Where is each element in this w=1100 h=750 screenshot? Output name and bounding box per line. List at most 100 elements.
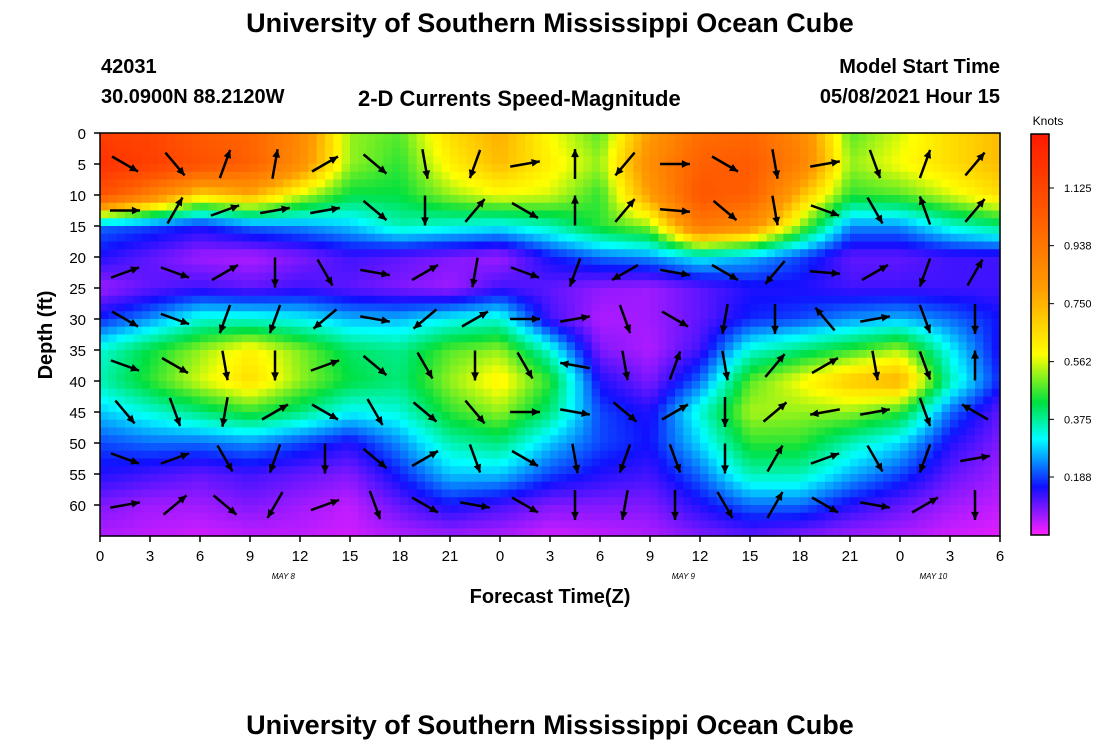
heatmap-cell — [983, 482, 992, 490]
heatmap-cell — [258, 203, 267, 211]
heatmap-cell — [658, 226, 667, 234]
heatmap-cell — [467, 428, 476, 436]
heatmap-cell — [825, 141, 834, 149]
heatmap-cell — [433, 389, 442, 397]
heatmap-cell — [425, 180, 434, 188]
heatmap-cell — [425, 234, 434, 242]
heatmap-cell — [542, 141, 551, 149]
heatmap-cell — [742, 265, 751, 273]
heatmap-cell — [550, 358, 559, 366]
heatmap-cell — [592, 342, 601, 350]
heatmap-cell — [942, 203, 951, 211]
heatmap-cell — [508, 342, 517, 350]
heatmap-cell — [533, 149, 542, 157]
heatmap-cell — [708, 311, 717, 319]
heatmap-cell — [758, 350, 767, 358]
heatmap-cell — [875, 288, 884, 296]
heatmap-cell — [883, 172, 892, 180]
heatmap-cell — [475, 319, 484, 327]
heatmap-cell — [158, 257, 167, 265]
heatmap-cell — [767, 242, 776, 250]
heatmap-cell — [642, 466, 651, 474]
heatmap-cell — [208, 482, 217, 490]
heatmap-cell — [883, 327, 892, 335]
heatmap-cell — [383, 428, 392, 436]
heatmap-cell — [100, 319, 109, 327]
heatmap-cell — [483, 319, 492, 327]
heatmap-cell — [892, 257, 901, 265]
heatmap-cell — [408, 342, 417, 350]
heatmap-cell — [858, 381, 867, 389]
heatmap-cell — [275, 172, 284, 180]
heatmap-cell — [500, 311, 509, 319]
heatmap-cell — [667, 342, 676, 350]
heatmap-cell — [750, 404, 759, 412]
heatmap-cell — [250, 350, 259, 358]
heatmap-cell — [633, 304, 642, 312]
heatmap-cell — [667, 296, 676, 304]
heatmap-cell — [450, 373, 459, 381]
heatmap-cell — [800, 397, 809, 405]
heatmap-cell — [675, 280, 684, 288]
heatmap-cell — [558, 335, 567, 343]
heatmap-cell — [733, 195, 742, 203]
heatmap-cell — [258, 242, 267, 250]
heatmap-cell — [125, 180, 134, 188]
heatmap-cell — [975, 211, 984, 219]
heatmap-cell — [950, 319, 959, 327]
heatmap-cell — [842, 350, 851, 358]
heatmap-cell — [842, 180, 851, 188]
heatmap-cell — [300, 350, 309, 358]
heatmap-cell — [767, 381, 776, 389]
heatmap-cell — [350, 482, 359, 490]
heatmap-cell — [317, 474, 326, 482]
heatmap-cell — [550, 435, 559, 443]
heatmap-cell — [400, 149, 409, 157]
heatmap-cell — [558, 389, 567, 397]
heatmap-cell — [292, 366, 301, 374]
heatmap-cell — [517, 327, 526, 335]
heatmap-cell — [458, 280, 467, 288]
heatmap-cell — [983, 327, 992, 335]
heatmap-cell — [450, 257, 459, 265]
heatmap-cell — [642, 342, 651, 350]
heatmap-cell — [958, 443, 967, 451]
heatmap-cell — [775, 133, 784, 141]
heatmap-cell — [600, 319, 609, 327]
heatmap-cell — [900, 311, 909, 319]
heatmap-cell — [617, 226, 626, 234]
heatmap-cell — [525, 342, 534, 350]
heatmap-cell — [767, 226, 776, 234]
heatmap-cell — [192, 141, 201, 149]
heatmap-cell — [317, 180, 326, 188]
heatmap-cell — [858, 156, 867, 164]
heatmap-cell — [758, 265, 767, 273]
heatmap-cell — [392, 451, 401, 459]
heatmap-cell — [167, 187, 176, 195]
heatmap-cell — [775, 373, 784, 381]
heatmap-cell — [125, 350, 134, 358]
heatmap-cell — [983, 203, 992, 211]
heatmap-cell — [933, 249, 942, 257]
heatmap-cell — [608, 366, 617, 374]
heatmap-cell — [133, 474, 142, 482]
heatmap-cell — [100, 203, 109, 211]
heatmap-cell — [408, 350, 417, 358]
heatmap-cell — [242, 141, 251, 149]
heatmap-cell — [100, 249, 109, 257]
heatmap-cell — [383, 350, 392, 358]
heatmap-cell — [592, 335, 601, 343]
heatmap-cell — [900, 397, 909, 405]
heatmap-cell — [350, 195, 359, 203]
heatmap-cell — [575, 211, 584, 219]
heatmap-cell — [758, 435, 767, 443]
heatmap-cell — [292, 443, 301, 451]
heatmap-cell — [700, 211, 709, 219]
heatmap-cell — [483, 203, 492, 211]
heatmap-cell — [492, 381, 501, 389]
heatmap-cell — [567, 304, 576, 312]
heatmap-cell — [883, 381, 892, 389]
heatmap-cell — [392, 218, 401, 226]
heatmap-cell — [483, 459, 492, 467]
heatmap-cell — [575, 443, 584, 451]
